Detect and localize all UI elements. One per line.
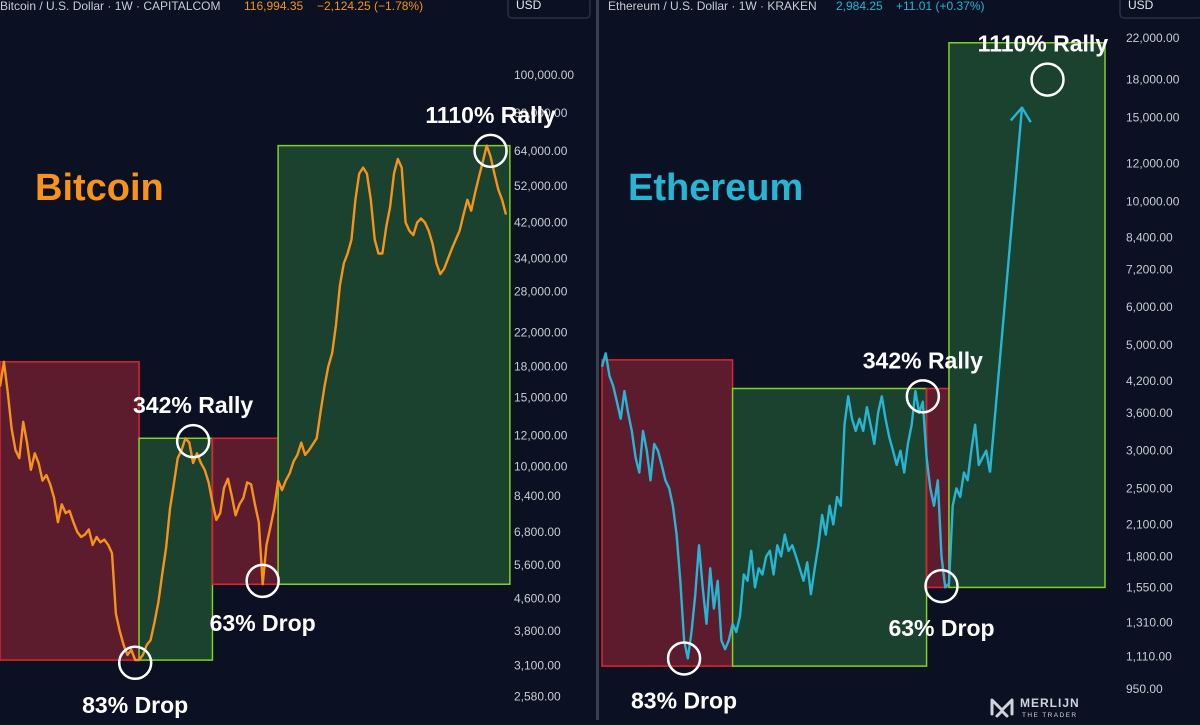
ethereum-y-tick-label: 1,310.00 <box>1126 615 1173 629</box>
bitcoin-currency-frame[interactable] <box>507 0 591 19</box>
bitcoin-y-tick-label: 34,000.00 <box>514 251 568 265</box>
panel-divider[interactable] <box>596 0 599 720</box>
bitcoin-title: Bitcoin <box>35 167 164 209</box>
bitcoin-header: Bitcoin / U.S. Dollar · 1W · CAPITALCOM … <box>0 0 423 13</box>
ethereum-currency-frame[interactable] <box>1119 0 1200 19</box>
bitcoin-symbol-text: Bitcoin / U.S. Dollar · 1W · CAPITALCOM <box>0 0 220 13</box>
ethereum-y-tick-label: 1,110.00 <box>1126 650 1172 664</box>
ethereum-y-tick-label: 5,000.00 <box>1126 338 1173 352</box>
ethereum-annotation-label: 342% Rally <box>863 347 983 373</box>
ethereum-y-tick-label: 8,400.00 <box>1126 230 1173 244</box>
ethereum-regions <box>601 42 1106 667</box>
bitcoin-annotation-label: 83% Drop <box>82 692 188 718</box>
ethereum-annotation-label: 83% Drop <box>631 687 737 713</box>
bitcoin-annotation-circle <box>245 563 280 599</box>
bitcoin-annotation-label: 342% Rally <box>133 392 253 418</box>
bitcoin-y-tick-label: 8,400.00 <box>514 489 561 503</box>
bitcoin-y-tick-label: 52,000.00 <box>514 179 568 193</box>
ethereum-y-tick-label: 18,000.00 <box>1126 73 1180 87</box>
bitcoin-price-line <box>0 144 508 662</box>
bitcoin-rally-zone-3 <box>277 144 511 585</box>
ethereum-y-tick-label: 12,000.00 <box>1126 157 1180 171</box>
bitcoin-y-tick-label: 3,100.00 <box>514 659 561 673</box>
ethereum-symbol-text: Ethereum / U.S. Dollar · 1W · KRAKEN <box>608 0 817 13</box>
ethereum-arrow-icon <box>1009 106 1032 123</box>
bitcoin-change-text: −2,124.25 (−1.78%) <box>317 0 423 13</box>
ethereum-y-tick-label: 10,000.00 <box>1126 194 1180 208</box>
bitcoin-y-tick-label: 64,000.00 <box>514 144 568 158</box>
bitcoin-y-tick-label: 5,600.00 <box>514 558 561 572</box>
ethereum-y-tick-label: 1,800.00 <box>1126 549 1173 563</box>
ethereum-currency-button[interactable]: USD <box>1119 0 1200 19</box>
ethereum-y-tick-label: 22,000.00 <box>1126 31 1180 45</box>
bitcoin-currency-label[interactable]: USD <box>516 0 542 12</box>
ethereum-y-tick-label: 3,600.00 <box>1126 406 1173 420</box>
bitcoin-y-tick-label: 2,580.00 <box>514 690 561 704</box>
bitcoin-annotations: 83% Drop 342% Rally 63% Drop 1110% Rally <box>82 102 556 718</box>
ethereum-projection-line <box>988 107 1024 473</box>
ethereum-panel: Ethereum / U.S. Dollar · 1W · KRAKEN 2,9… <box>600 0 1200 714</box>
bitcoin-y-tick-label: 42,000.00 <box>514 216 568 230</box>
bitcoin-y-tick-label: 80,000.00 <box>514 106 568 120</box>
bitcoin-y-tick-label: 22,000.00 <box>514 325 568 339</box>
merlijn-logo-text: MERLIJN <box>1020 696 1080 710</box>
bitcoin-y-tick-label: 18,000.00 <box>514 360 568 374</box>
ethereum-annotation-circle <box>905 379 941 414</box>
ethereum-annotation-circle <box>666 641 702 676</box>
ethereum-y-tick-label: 2,500.00 <box>1126 481 1173 495</box>
ethereum-y-tick-label: 1,550.00 <box>1126 580 1173 594</box>
ethereum-y-tick-label: 950.00 <box>1126 682 1163 696</box>
ethereum-y-tick-label: 6,000.00 <box>1126 300 1173 314</box>
bitcoin-y-tick-label: 6,800.00 <box>514 525 561 539</box>
ethereum-annotation-label: 1110% Rally <box>978 31 1109 57</box>
merlijn-logo: MERLIJN THE TRADER <box>990 696 1080 719</box>
bitcoin-currency-button[interactable]: USD <box>507 0 591 19</box>
bitcoin-y-tick-label: 12,000.00 <box>514 428 568 442</box>
merlijn-logo-subtext: THE TRADER <box>1022 712 1077 719</box>
bitcoin-drop-zone-2 <box>211 437 279 585</box>
bitcoin-y-tick-label: 3,800.00 <box>514 624 561 638</box>
ethereum-header: Ethereum / U.S. Dollar · 1W · KRAKEN 2,9… <box>608 0 985 13</box>
bitcoin-y-tick-label: 28,000.00 <box>514 284 568 298</box>
bitcoin-panel: Bitcoin / U.S. Dollar · 1W · CAPITALCOM … <box>0 0 591 718</box>
bitcoin-annotation-circle <box>473 133 508 169</box>
ethereum-price-text: 2,984.25 <box>836 0 883 13</box>
ethereum-annotations: 83% Drop 342% Rally 63% Drop 1110% Rally <box>631 31 1108 714</box>
ethereum-price-line <box>600 352 992 660</box>
ethereum-y-tick-label: 15,000.00 <box>1126 110 1180 124</box>
bitcoin-y-tick-label: 100,000.00 <box>514 68 574 82</box>
bitcoin-annotation-circle <box>117 645 153 681</box>
ethereum-currency-label[interactable]: USD <box>1128 0 1154 12</box>
bitcoin-y-tick-label: 4,600.00 <box>514 591 561 605</box>
ethereum-change-text: +11.01 (+0.37%) <box>896 0 985 13</box>
ethereum-y-tick-label: 7,200.00 <box>1126 262 1173 276</box>
ethereum-annotation-circle <box>924 568 959 604</box>
bitcoin-annotation-label: 63% Drop <box>210 610 316 636</box>
ethereum-y-tick-label: 4,200.00 <box>1126 374 1173 388</box>
ethereum-y-tick-label: 3,000.00 <box>1126 444 1173 458</box>
ethereum-rally-zone-3 <box>948 42 1106 589</box>
merlijn-logo-icon <box>990 698 1014 718</box>
bitcoin-y-tick-label: 15,000.00 <box>514 391 568 405</box>
ethereum-y-axis: 22,000.00 18,000.00 15,000.00 12,000.00 10,0… <box>1126 31 1180 696</box>
bitcoin-annotation-circle <box>175 423 211 459</box>
ethereum-y-tick-label: 2,100.00 <box>1126 518 1173 532</box>
ethereum-rally-zone-1 <box>731 387 928 667</box>
ethereum-title: Ethereum <box>628 167 803 209</box>
bitcoin-y-axis: 100,000.00 80,000.00 64,000.00 52,000.00 42,… <box>514 68 574 704</box>
bitcoin-price-text: 116,994.35 <box>244 0 303 13</box>
ethereum-annotation-label: 63% Drop <box>888 615 994 641</box>
bitcoin-annotation-label: 1110% Rally <box>425 102 556 128</box>
bitcoin-y-tick-label: 10,000.00 <box>514 459 568 473</box>
ethereum-annotation-circle <box>1030 62 1065 97</box>
